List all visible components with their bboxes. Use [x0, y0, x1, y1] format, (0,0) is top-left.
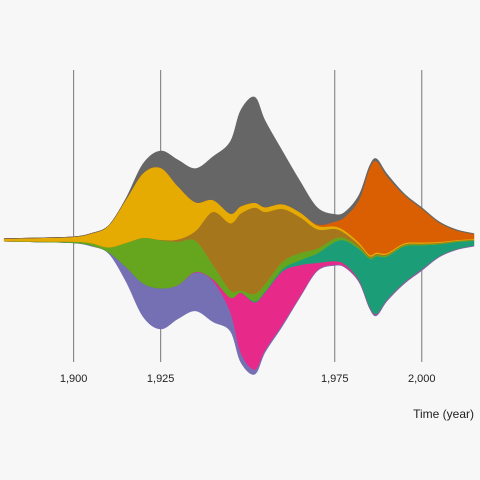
x-tick-label-1900: 1,900	[60, 373, 88, 385]
x-tick-label-1925: 1,925	[147, 373, 175, 385]
stream-layers	[3, 96, 475, 375]
x-axis-title: Time (year)	[413, 407, 474, 421]
x-tick-label-1975: 1,975	[321, 373, 349, 385]
x-tick-labels: 1,900 1,925 1,975 2,000	[60, 373, 436, 385]
stream-layer-8	[3, 96, 475, 239]
x-tick-label-2000: 2,000	[408, 373, 436, 385]
